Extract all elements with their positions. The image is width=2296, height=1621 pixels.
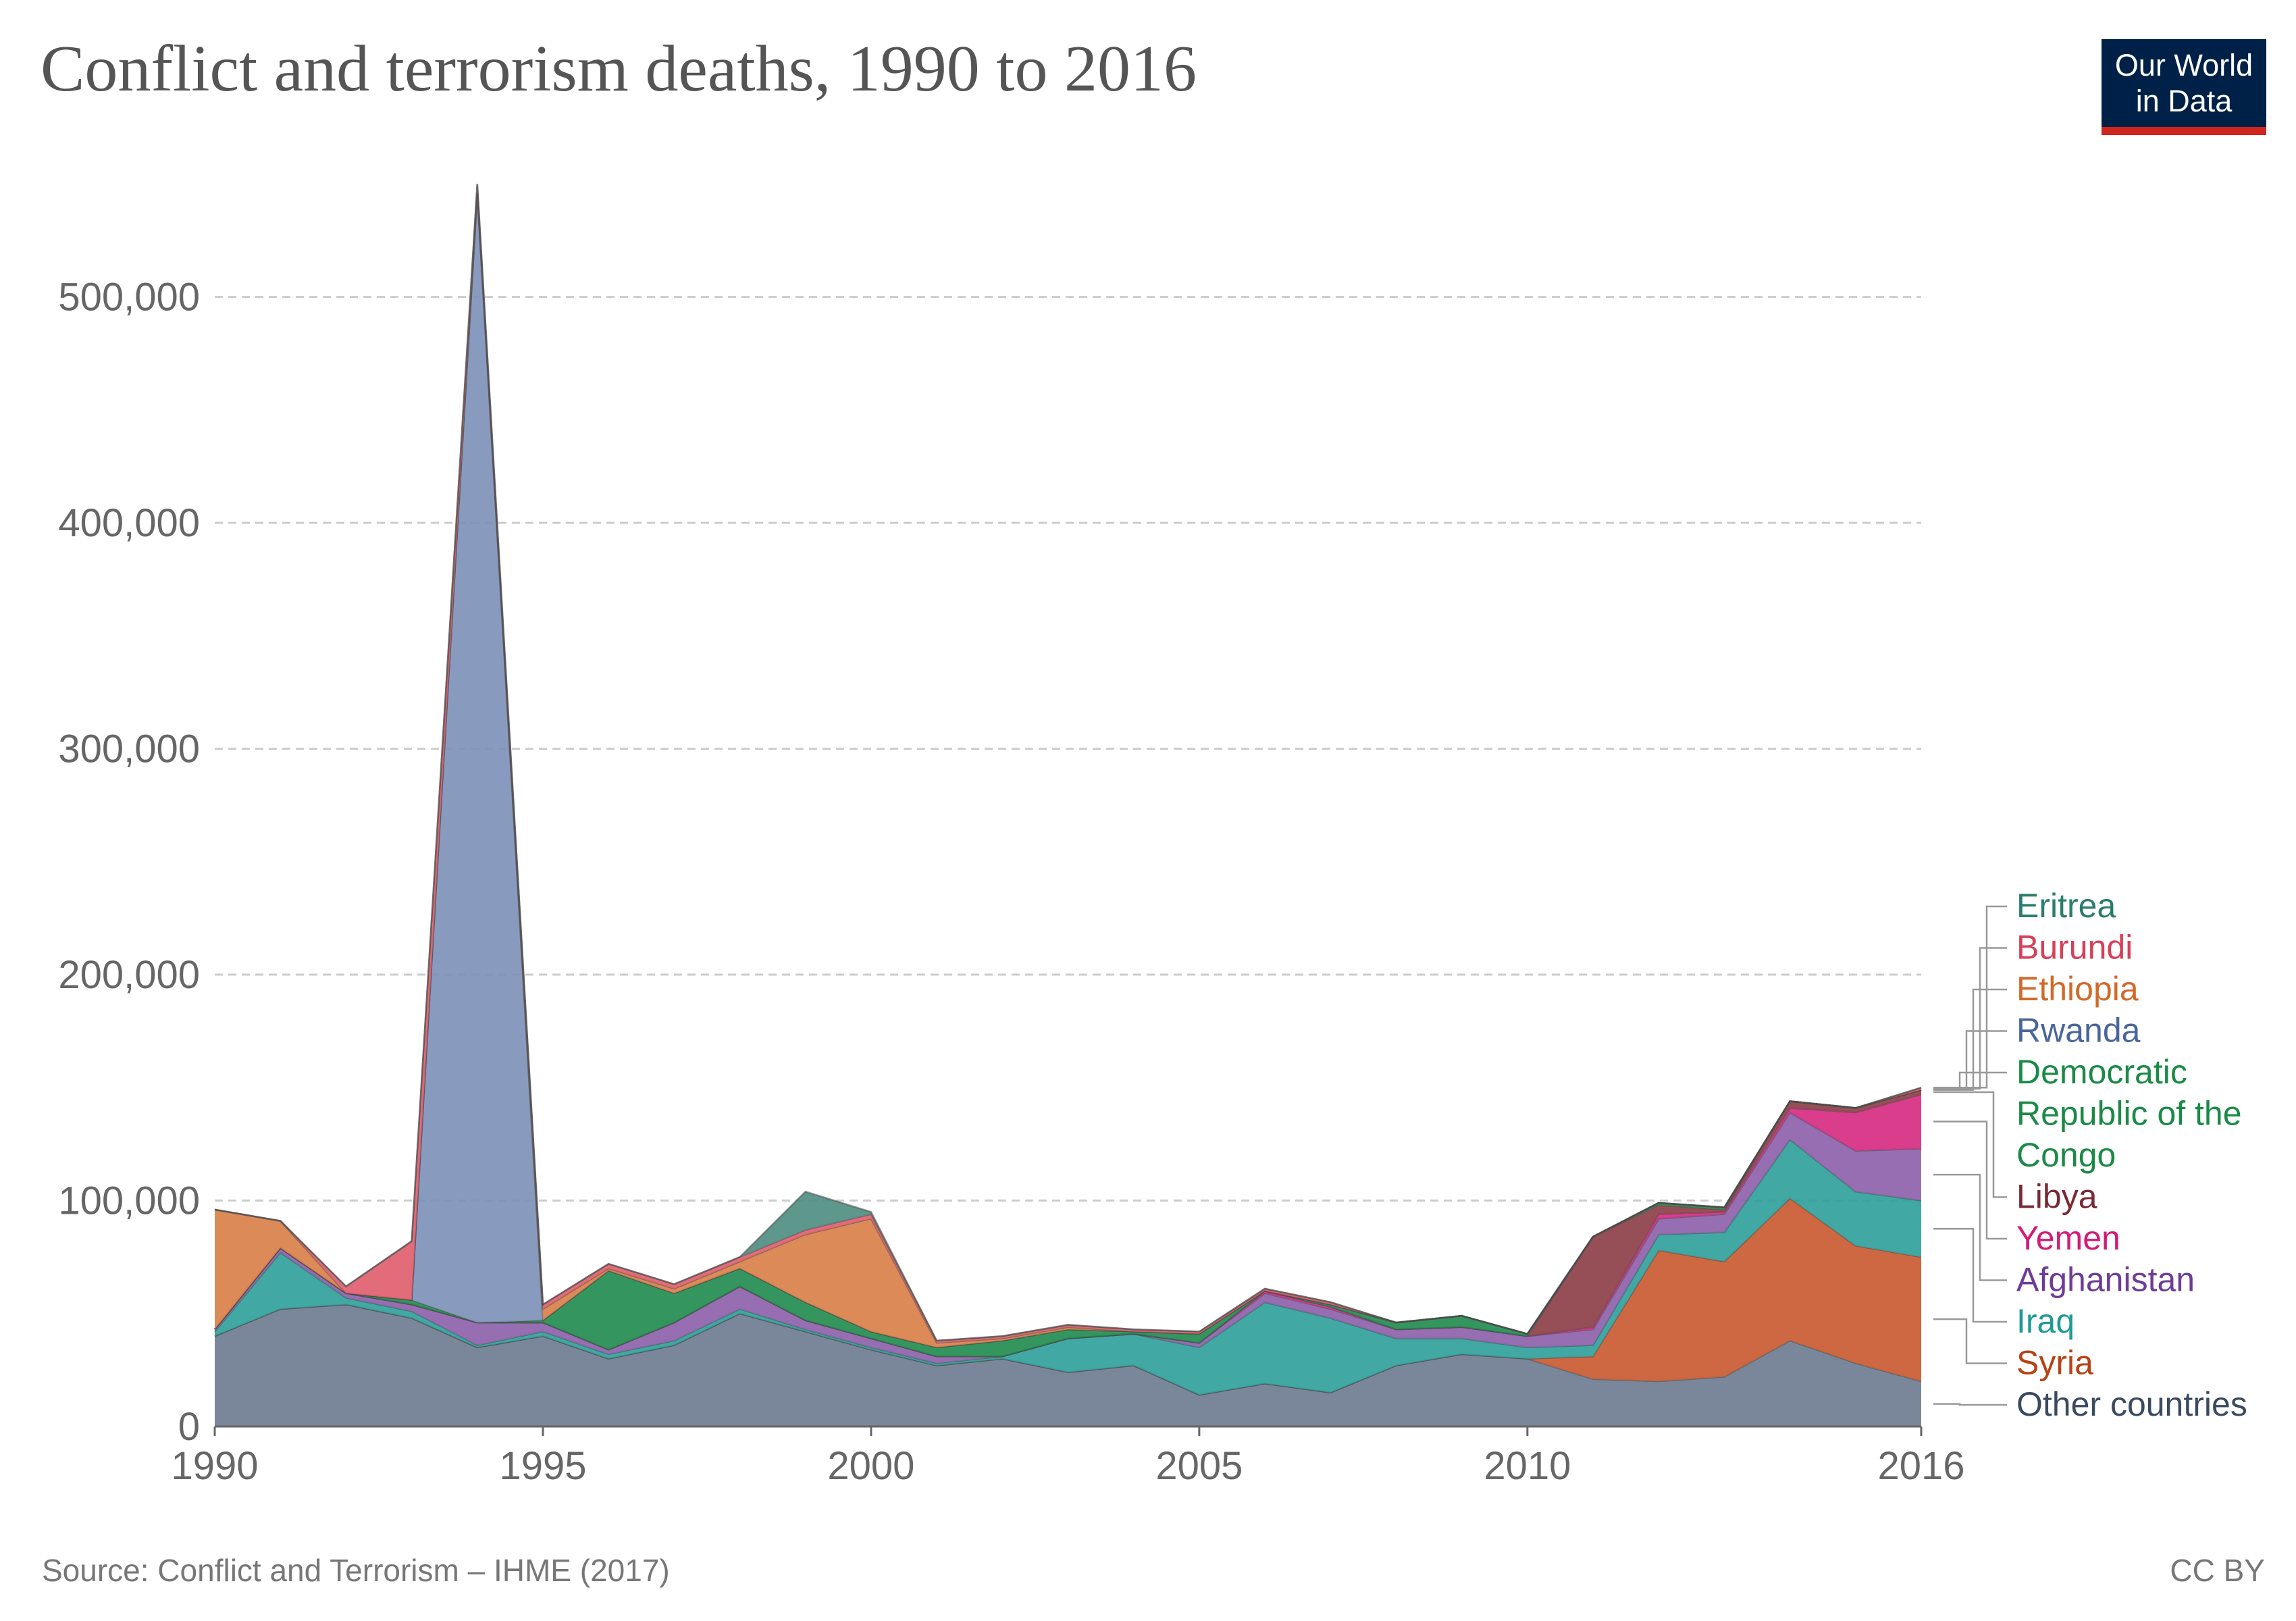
source-note: Source: Conflict and Terrorism – IHME (2… <box>42 1553 670 1588</box>
legend-connector-eritrea <box>1933 905 2007 1089</box>
area-series-democratic-republic-of-the-congo[interactable] <box>215 1089 1921 1357</box>
y-tick-label: 200,000 <box>58 953 200 997</box>
owid-logo[interactable]: Our World in Data <box>2102 39 2266 135</box>
legend-label-ethiopia[interactable]: Ethiopia <box>2016 970 2139 1008</box>
legend-label-congo[interactable]: Congo <box>2016 1136 2116 1174</box>
legend-label-afghanistan[interactable]: Afghanistan <box>2016 1261 2195 1299</box>
y-tick-label: 500,000 <box>58 276 200 319</box>
license-link[interactable]: CC BY <box>2170 1553 2265 1588</box>
x-tick-label: 2000 <box>827 1444 914 1488</box>
legend-label-syria[interactable]: Syria <box>2016 1344 2093 1382</box>
legend-label-eritrea[interactable]: Eritrea <box>2016 887 2116 925</box>
legend-label-iraq[interactable]: Iraq <box>2016 1302 2075 1340</box>
legend-connector-iraq <box>1933 1228 2007 1323</box>
legend-connector-libya <box>1933 1091 2007 1198</box>
legend-connector-rwanda <box>1933 1030 2007 1091</box>
legend-label-libya[interactable]: Libya <box>2016 1178 2097 1216</box>
area-edge-eritrea <box>214 184 1922 1342</box>
y-tick-label: 0 <box>178 1405 200 1449</box>
x-tick-label: 1995 <box>499 1444 586 1488</box>
chart-title: Conflict and terrorism deaths, 1990 to 2… <box>41 32 1197 105</box>
area-series-iraq[interactable] <box>215 1139 1921 1395</box>
legend-connector-afghanistan <box>1933 1173 2007 1281</box>
legend-connector-yemen <box>1933 1121 2007 1240</box>
axes: 0 100,000 200,000 300,000 400,000 500,000 1990… <box>58 276 1964 1488</box>
legend-connector-other-countries <box>1933 1403 2007 1406</box>
y-tick-label: 300,000 <box>58 727 200 771</box>
y-tick-label: 400,000 <box>58 501 200 545</box>
legend-label-burundi[interactable]: Burundi <box>2016 929 2133 967</box>
logo-line-1: Our World <box>2114 48 2253 82</box>
legend-connector-burundi <box>1933 947 2007 1090</box>
legend-label-other-countries[interactable]: Other countries <box>2016 1385 2247 1423</box>
x-tick-label: 2005 <box>1155 1444 1243 1488</box>
area-series <box>214 184 1922 1426</box>
y-tick-label: 100,000 <box>58 1179 200 1223</box>
logo-line-2: in Data <box>2135 84 2233 118</box>
x-tick-label: 2016 <box>1877 1444 1964 1488</box>
legend-connector-ethiopia <box>1933 988 2007 1091</box>
legend-label-rwanda[interactable]: Rwanda <box>2016 1012 2141 1050</box>
legend-label-democratic[interactable]: Democratic <box>2016 1053 2187 1091</box>
legend-connector-syria <box>1933 1318 2007 1364</box>
legend-label-republic-of-the[interactable]: Republic of the <box>2016 1095 2242 1133</box>
area-series-other-countries[interactable] <box>215 1304 1921 1426</box>
x-tick-label: 1990 <box>171 1444 258 1488</box>
x-tick-label: 2010 <box>1484 1444 1571 1488</box>
legend-label-yemen[interactable]: Yemen <box>2016 1219 2120 1257</box>
area-series-rwanda[interactable] <box>215 192 1921 1347</box>
